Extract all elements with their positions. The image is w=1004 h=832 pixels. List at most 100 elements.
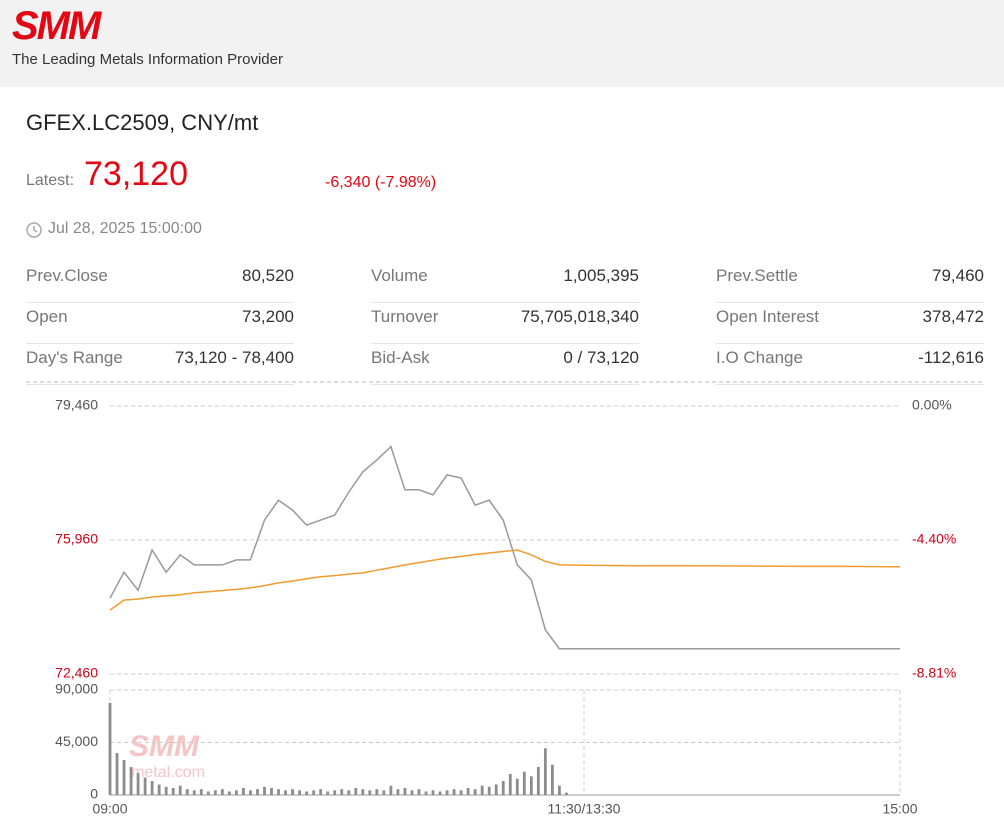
y-tick-label: 79,460 bbox=[55, 397, 98, 413]
volume-bar bbox=[452, 789, 456, 795]
y2-tick-label: -8.81% bbox=[912, 665, 956, 681]
volume-bar bbox=[501, 781, 505, 795]
stat-value: 75,705,018,340 bbox=[520, 307, 639, 326]
y-tick-label: 75,960 bbox=[55, 531, 98, 547]
clock-hand bbox=[33, 226, 38, 233]
volume-bar bbox=[129, 767, 133, 795]
y2-tick-label: 0.00% bbox=[912, 397, 952, 413]
y2-tick-label: -4.40% bbox=[912, 531, 956, 547]
stat-label: I.O Change bbox=[716, 348, 803, 367]
volume-bar bbox=[459, 790, 463, 795]
stat-cell: I.O Change -112,616 bbox=[716, 344, 984, 385]
stat-label: Volume bbox=[371, 266, 428, 285]
volume-bar bbox=[396, 789, 400, 795]
volume-bar bbox=[115, 753, 119, 795]
volume-bar bbox=[536, 767, 540, 795]
stat-label: Open bbox=[26, 307, 68, 326]
volume-bar bbox=[445, 790, 449, 795]
volume-bar bbox=[157, 784, 161, 795]
volume-bar bbox=[515, 778, 519, 795]
volume-bar bbox=[382, 790, 386, 795]
stat-label: Bid-Ask bbox=[371, 348, 430, 367]
stat-value: 1,005,395 bbox=[563, 266, 639, 285]
volume-bar bbox=[122, 760, 126, 795]
volume-bar bbox=[333, 790, 337, 795]
volume-bar bbox=[256, 789, 259, 795]
volume-bar bbox=[340, 789, 344, 795]
x-tick-label: 11:30/13:30 bbox=[548, 801, 621, 817]
y-tick-label: 90,000 bbox=[55, 681, 98, 697]
volume-bar bbox=[354, 788, 358, 795]
y-tick-label: 72,460 bbox=[55, 665, 98, 681]
volume-bar bbox=[298, 790, 301, 795]
header: SMM The Leading Metals Information Provi… bbox=[0, 0, 1004, 87]
volume-bar bbox=[375, 789, 379, 795]
volume-bar bbox=[551, 764, 554, 795]
volume-bar bbox=[494, 784, 498, 795]
stat-value: 73,200 bbox=[242, 307, 294, 326]
volume-bar bbox=[206, 791, 210, 795]
stat-label: Turnover bbox=[371, 307, 439, 326]
tagline: The Leading Metals Information Provider bbox=[12, 51, 283, 68]
volume-bar bbox=[171, 788, 175, 795]
volume-bar bbox=[417, 789, 421, 795]
volume-bar bbox=[368, 790, 372, 795]
quote-time: Jul 28, 2025 15:00:00 bbox=[48, 220, 202, 237]
volume-bar bbox=[263, 786, 266, 795]
x-tick-label: 09:00 bbox=[92, 801, 127, 817]
y-tick-label: 45,000 bbox=[55, 733, 98, 749]
volume-bar bbox=[389, 785, 393, 795]
volume-bar bbox=[199, 789, 203, 795]
clock-icon bbox=[26, 222, 42, 238]
stat-label: Day's Range bbox=[26, 348, 123, 367]
volume-bar bbox=[361, 789, 365, 795]
volume-bar bbox=[466, 788, 470, 795]
stat-value: 79,460 bbox=[932, 266, 984, 285]
volume-bar bbox=[220, 789, 224, 795]
volume-bar bbox=[508, 774, 512, 795]
stat-cell: Prev.Settle 79,460 bbox=[716, 262, 984, 303]
volume-bar bbox=[487, 786, 491, 795]
volume-bar bbox=[164, 786, 168, 795]
volume-bar bbox=[185, 789, 189, 795]
volume-bar bbox=[291, 789, 294, 795]
volume-bar bbox=[242, 788, 245, 795]
stat-cell: Open Interest 378,472 bbox=[716, 303, 984, 344]
quote-title: GFEX.LC2509, CNY/mt bbox=[26, 110, 259, 135]
volume-bar bbox=[543, 748, 547, 795]
stat-value: 378,472 bbox=[922, 307, 984, 326]
stat-cell: Day's Range 73,120 - 78,400 bbox=[26, 344, 294, 385]
volume-bar bbox=[178, 785, 182, 795]
volume-bar bbox=[136, 772, 140, 795]
volume-bar bbox=[213, 790, 217, 795]
stat-cell: Prev.Close 80,520 bbox=[26, 262, 294, 303]
volume-bar bbox=[319, 789, 323, 795]
volume-bar bbox=[108, 702, 112, 795]
volume-bar bbox=[529, 776, 533, 795]
volume-bar bbox=[326, 791, 330, 795]
stats-row: Day's Range 73,120 - 78,400 Bid-Ask 0 / 73,… bbox=[26, 344, 984, 385]
volume-bar bbox=[522, 771, 526, 795]
volume-bar bbox=[403, 788, 407, 795]
stat-value: 0 / 73,120 bbox=[563, 348, 639, 367]
volume-bar bbox=[270, 788, 273, 795]
watermark-site: metal.com bbox=[131, 764, 205, 781]
volume-bar bbox=[284, 790, 287, 795]
logo[interactable]: SMM bbox=[12, 4, 101, 48]
volume-bar bbox=[277, 789, 280, 795]
volume-bar bbox=[558, 785, 561, 795]
stat-value: -112,616 bbox=[918, 348, 984, 367]
volume-bar bbox=[565, 792, 568, 795]
volume-bar bbox=[150, 781, 154, 795]
stat-cell: Turnover 75,705,018,340 bbox=[371, 303, 639, 344]
stat-label: Prev.Settle bbox=[716, 266, 798, 285]
volume-bar bbox=[249, 790, 252, 795]
x-tick-label: 15:00 bbox=[882, 801, 917, 817]
latest-price: 73,120 bbox=[84, 155, 188, 193]
volume-bar bbox=[235, 790, 238, 795]
stats-row: Open 73,200 Turnover 75,705,018,340 Open Int… bbox=[26, 303, 984, 344]
volume-bar bbox=[473, 789, 477, 795]
stat-label: Open Interest bbox=[716, 307, 820, 326]
stats-row: Prev.Close 80,520 Volume 1,005,395 Prev.Sett… bbox=[26, 262, 984, 303]
